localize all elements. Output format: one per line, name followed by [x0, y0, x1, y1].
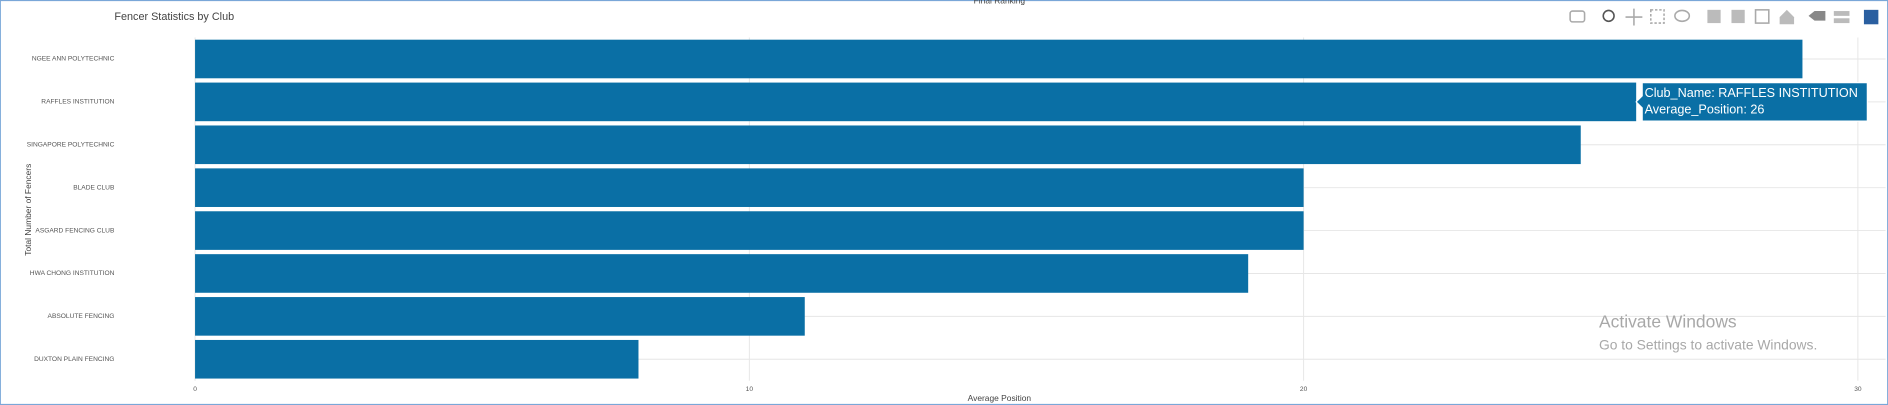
bar — [195, 125, 1581, 165]
zoom-icon[interactable] — [1602, 9, 1615, 23]
y-tick-label: NGEE ANN POLYTECHNIC — [32, 56, 115, 63]
plotly-logo[interactable] — [1863, 9, 1879, 25]
y-tick-label: ASGARD FENCING CLUB — [35, 227, 115, 234]
select-icon[interactable] — [1650, 9, 1665, 24]
zoom-in-icon[interactable] — [1707, 9, 1721, 24]
y-tick-label: RAFFLES INSTITUTION — [41, 99, 114, 106]
watermark: Activate Windows — [1599, 312, 1737, 332]
watermark: Go to Settings to activate Windows. — [1599, 336, 1817, 352]
y-axis-label: Total Number of Fencers — [23, 164, 33, 256]
bar — [195, 82, 1637, 122]
hover-icon[interactable] — [1833, 11, 1850, 16]
hover-compare-icon[interactable] — [1833, 18, 1850, 24]
y-tick-label: BLADE CLUB — [73, 184, 115, 191]
bar — [195, 339, 639, 379]
spike-icon[interactable] — [1808, 11, 1826, 21]
bar — [195, 211, 1304, 250]
bar — [195, 39, 1803, 79]
y-tick-label: ABSOLUTE FENCING — [48, 313, 115, 320]
tooltip-box — [1635, 82, 1868, 122]
plot-area: 0 10 20 30 NGEE ANN POLYTECHNIC RAFFLES INSTI… — [27, 37, 1886, 393]
tooltip-text: Average_Position: 26 — [1645, 103, 1765, 117]
bar — [195, 297, 805, 336]
bar — [195, 168, 1304, 207]
autoscale-icon[interactable] — [1754, 9, 1770, 24]
x-tick-label: 30 — [1854, 386, 1862, 393]
y-tick-label: DUXTON PLAIN FENCING — [34, 356, 114, 363]
camera-icon[interactable] — [1569, 10, 1586, 23]
x-tick-label: 20 — [1300, 386, 1308, 393]
pan-icon[interactable] — [1625, 8, 1643, 26]
chart-subtitle: Final Ranking — [974, 0, 1026, 6]
lasso-icon[interactable] — [1674, 9, 1691, 23]
toolbar[interactable] — [1569, 8, 1879, 26]
bar — [195, 254, 1249, 293]
y-tick-label: SINGAPORE POLYTECHNIC — [27, 142, 115, 149]
x-tick-label: 10 — [746, 386, 754, 393]
tooltip-text: Club_Name: RAFFLES INSTITUTION — [1645, 86, 1858, 100]
zoom-out-icon[interactable] — [1731, 9, 1745, 24]
x-axis-label: Average Position — [968, 393, 1032, 403]
y-tick-label: HWA CHONG INSTITUTION — [30, 270, 115, 277]
x-tick-label: 0 — [193, 386, 197, 393]
chart-title: Fencer Statistics by Club — [114, 11, 234, 23]
